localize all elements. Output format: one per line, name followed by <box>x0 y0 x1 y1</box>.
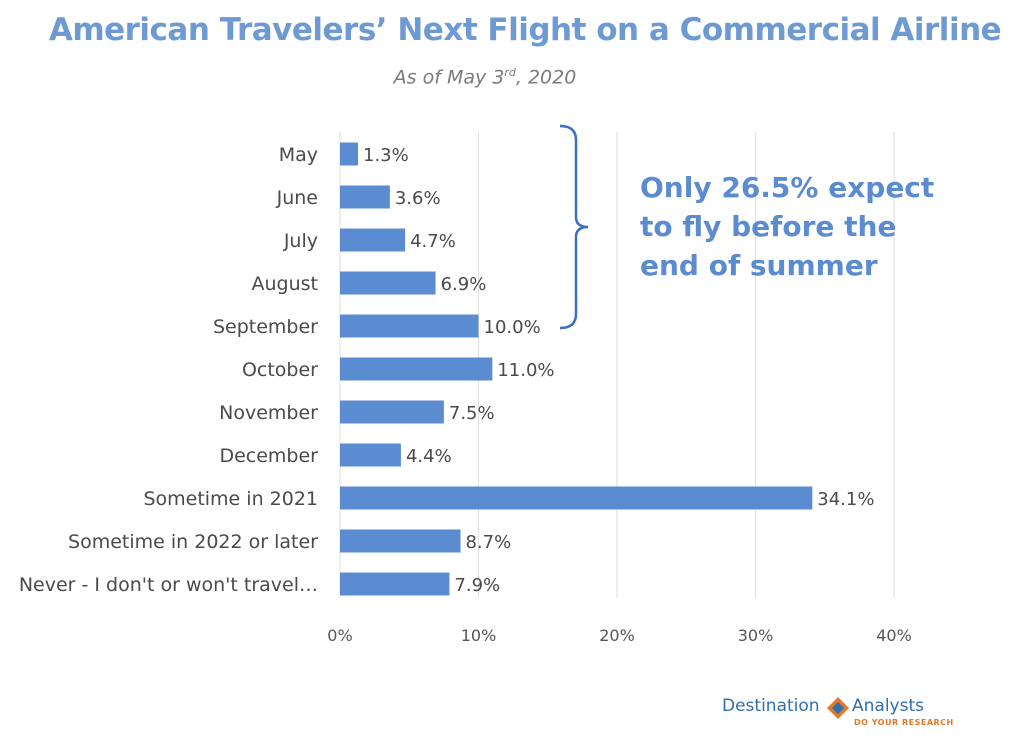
chart-title: American Travelers’ Next Flight on a Com… <box>48 12 1002 48</box>
value-label: 10.0% <box>484 317 541 338</box>
value-label: 4.7% <box>410 231 456 252</box>
value-label: 7.9% <box>454 575 500 596</box>
value-label: 11.0% <box>497 360 554 381</box>
logo-tagline: DO YOUR RESEARCH <box>854 718 954 727</box>
bar <box>340 529 461 553</box>
bar <box>340 357 493 381</box>
bar <box>340 185 390 209</box>
annotation-callout: Only 26.5% expect to fly before the end … <box>640 171 935 282</box>
category-label: August <box>252 273 319 295</box>
bar <box>340 314 479 338</box>
category-label: Sometime in 2021 <box>143 488 318 510</box>
bar <box>340 572 450 596</box>
bars <box>340 142 813 596</box>
destination-analysts-logo: Destination Analysts DO YOUR RESEARCH <box>722 694 962 734</box>
annotation-bracket <box>559 124 589 330</box>
category-labels: May June July August September October Novembe… <box>19 144 318 596</box>
category-label: November <box>219 402 318 424</box>
bar <box>340 142 359 166</box>
value-label: 6.9% <box>441 274 487 295</box>
bar <box>340 400 444 424</box>
subtitle-ordinal-suffix: rd <box>504 66 516 79</box>
category-label: Never - I don't or won't travel… <box>19 574 318 596</box>
category-label: October <box>242 359 318 381</box>
category-label: September <box>213 316 318 338</box>
x-tick-label: 30% <box>738 626 774 645</box>
value-label: 3.6% <box>395 188 441 209</box>
x-tick-label: 0% <box>327 626 352 645</box>
bar <box>340 271 436 295</box>
logo-diamond-icon <box>827 697 849 719</box>
value-label: 8.7% <box>465 532 511 553</box>
category-label: December <box>219 445 318 467</box>
logo-text-destination: Destination <box>722 696 820 716</box>
bar <box>340 228 406 252</box>
value-label: 7.5% <box>449 403 495 424</box>
chart-subtitle: As of May 3rd, 2020 <box>0 66 970 88</box>
category-label: Sometime in 2022 or later <box>68 531 318 553</box>
value-label: 34.1% <box>817 489 874 510</box>
x-axis-ticks: 0% 10% 20% 30% 40% <box>327 626 911 645</box>
x-tick-label: 40% <box>876 626 912 645</box>
category-label: July <box>283 230 318 252</box>
bar <box>340 486 813 510</box>
category-label: June <box>276 187 318 209</box>
subtitle-year: , 2020 <box>515 66 577 89</box>
grid-lines <box>339 132 895 598</box>
subtitle-date: As of May 3 <box>393 66 505 89</box>
bar <box>340 443 401 467</box>
x-tick-label: 10% <box>461 626 497 645</box>
category-label: May <box>279 144 318 166</box>
value-labels: 1.3% 3.6% 4.7% 6.9% 10.0% 11.0% 7.5% 4.4% 34.1% 8… <box>363 145 874 596</box>
value-label: 4.4% <box>406 446 452 467</box>
value-label: 1.3% <box>363 145 409 166</box>
x-tick-label: 20% <box>599 626 635 645</box>
logo-text-analysts: Analysts <box>852 696 924 716</box>
